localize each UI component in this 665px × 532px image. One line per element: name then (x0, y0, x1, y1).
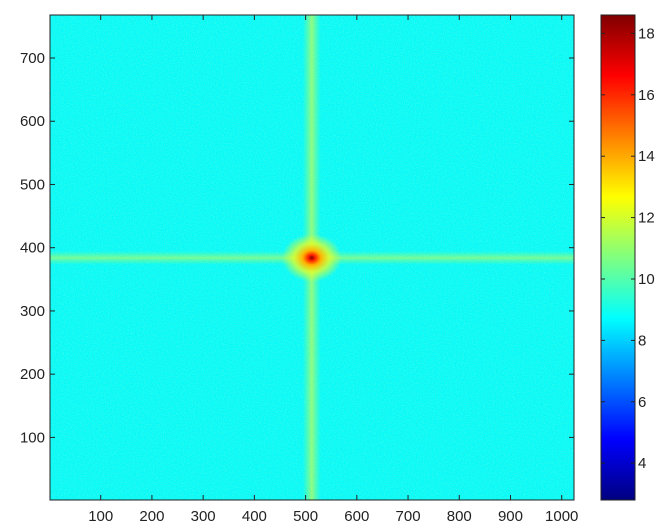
x-tick-label: 400 (242, 508, 267, 525)
y-tick-label: 500 (20, 176, 45, 193)
colorbar-frame (600, 14, 636, 501)
x-axis: 100 200 300 400 500 600 700 800 900 1000 (88, 15, 578, 525)
colorbar-tick-label: 12 (638, 210, 655, 227)
y-tick-label: 300 (20, 303, 45, 320)
x-tick-label: 100 (88, 508, 113, 525)
x-tick-label: 800 (447, 508, 472, 525)
colorbar-tick-label: 4 (638, 455, 646, 472)
colorbar-tick-label: 8 (638, 332, 646, 349)
y-tick-label: 100 (20, 429, 45, 446)
plot-frame (49, 14, 575, 501)
x-tick-label: 200 (139, 508, 164, 525)
colorbar-tick-label: 16 (638, 87, 655, 104)
y-tick-label: 600 (20, 113, 45, 130)
y-tick-label: 700 (20, 50, 45, 67)
colorbar-tick-label: 18 (638, 25, 655, 42)
colorbar-tick-label: 10 (638, 271, 655, 288)
x-tick-label: 600 (344, 508, 369, 525)
x-tick-label: 300 (191, 508, 216, 525)
heatmap-center-peak (281, 233, 342, 282)
colorbar-tick-label: 14 (638, 148, 655, 165)
colorbar: 4 6 8 10 12 14 16 18 (600, 14, 655, 501)
y-tick-label: 400 (20, 240, 45, 257)
x-tick-label: 500 (293, 508, 318, 525)
y-tick-label: 200 (20, 366, 45, 383)
x-tick-label: 1000 (545, 508, 578, 525)
plot-area (50, 15, 574, 500)
colorbar-tick-label: 6 (638, 394, 646, 411)
colorbar-ticks: 4 6 8 10 12 14 16 18 (601, 25, 655, 472)
y-axis: 100 200 300 400 500 600 700 (20, 50, 574, 446)
x-tick-label: 900 (498, 508, 523, 525)
x-tick-label: 700 (396, 508, 421, 525)
colorbar-bar (601, 15, 635, 500)
